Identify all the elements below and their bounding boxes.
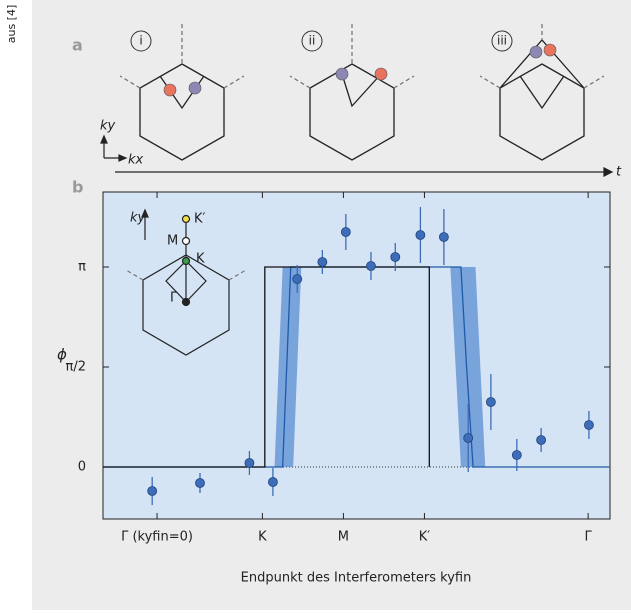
- y-tick-label: π: [78, 260, 86, 275]
- t-label: t: [616, 165, 622, 180]
- data-point: [292, 274, 303, 284]
- y-axis-title: ϕ: [57, 346, 67, 364]
- hexagon-diagrams: [119, 24, 605, 161]
- ky-label: ky: [100, 119, 116, 134]
- data-point: [195, 478, 205, 488]
- data-point: [584, 420, 594, 430]
- hexagon: [479, 24, 605, 161]
- data-point: [340, 227, 351, 237]
- data-point: [438, 232, 449, 242]
- x-tick-label: M: [338, 530, 349, 545]
- x-axis-title: Endpunkt des Interferometers kyfin: [241, 571, 472, 586]
- inset-label: Γ: [170, 291, 178, 306]
- data-point: [147, 486, 158, 496]
- inset-ky: ky: [130, 211, 146, 226]
- data-point: [415, 230, 426, 240]
- axes-arrows: [100, 134, 614, 177]
- theory-line: [103, 266, 430, 468]
- data-point: [268, 477, 278, 487]
- inset: [125, 208, 247, 356]
- y-tick-label: 0: [78, 460, 86, 475]
- x-tick-label: Γ (kyfin=0): [121, 530, 193, 545]
- inset-label: K′: [194, 212, 206, 227]
- data-point: [463, 433, 474, 443]
- data-point: [366, 261, 376, 271]
- x-tick-label: Γ: [584, 530, 592, 545]
- data-point: [244, 458, 255, 468]
- data-point: [317, 257, 328, 267]
- inset-label: M: [167, 234, 178, 249]
- data-point: [390, 252, 401, 262]
- hexagon: [289, 24, 415, 161]
- panel-label: a: [72, 36, 83, 55]
- kx-label: kx: [128, 153, 144, 168]
- panel-label: b: [72, 178, 83, 197]
- x-tick-label: K: [258, 530, 267, 545]
- step-circles: [130, 30, 513, 52]
- data-point: [536, 435, 547, 445]
- x-tick-label: K′: [419, 530, 431, 545]
- step-label: i: [139, 34, 142, 48]
- data-point: [485, 397, 496, 407]
- inset-label: K: [196, 252, 205, 267]
- source: aus [4]: [5, 5, 18, 44]
- plot: 0 π/2 π Γ (kyfin=0) K M K′ Γ: [66, 192, 610, 545]
- atoms: [163, 43, 557, 97]
- step-label: iii: [497, 34, 507, 48]
- plot-area: [102, 191, 611, 520]
- y-tick-label: π/2: [66, 360, 86, 375]
- step-label: ii: [309, 34, 316, 48]
- data-point: [511, 450, 522, 460]
